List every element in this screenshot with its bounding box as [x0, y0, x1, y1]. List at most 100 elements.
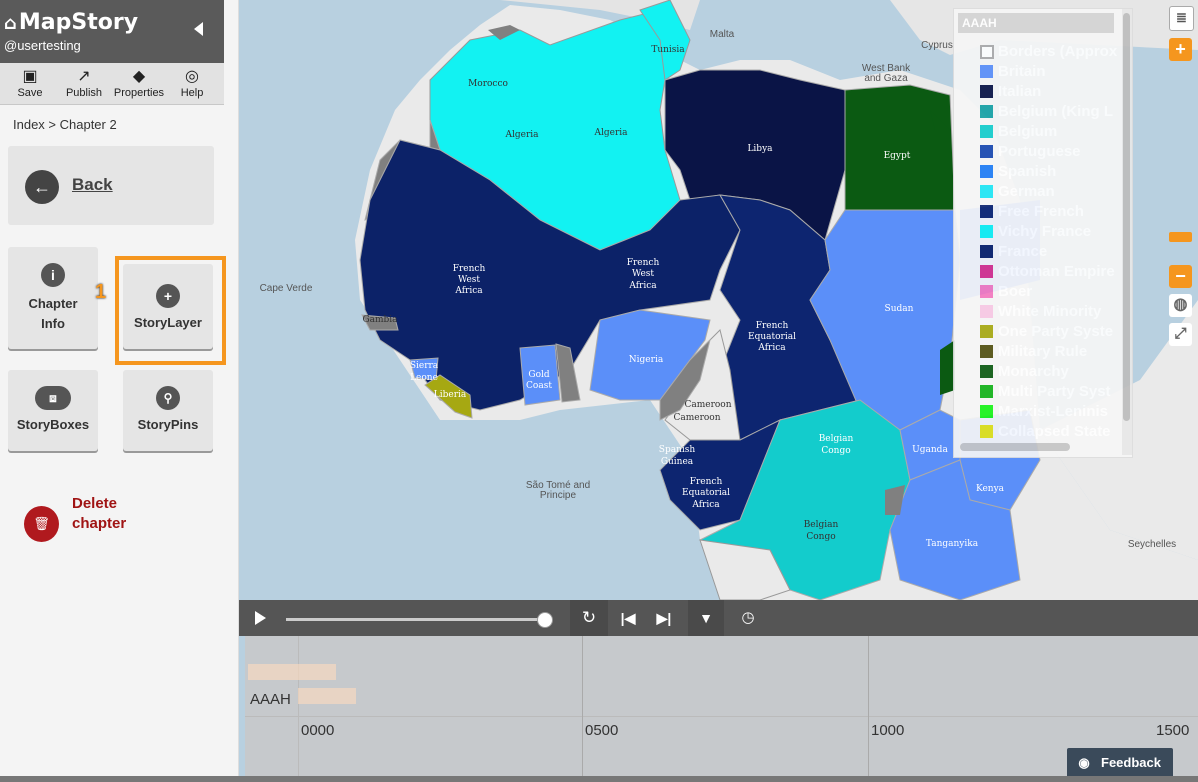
- map-label-cyprus: Cyprus: [921, 40, 953, 51]
- timeline-bar[interactable]: [248, 664, 336, 680]
- zoom-out-button[interactable]: −: [1169, 265, 1192, 288]
- map-label-fwa-2: French: [627, 258, 660, 268]
- legend-item[interactable]: Boer: [998, 283, 1033, 300]
- map-label-coast: Coast: [526, 381, 552, 391]
- legend-horizontal-scrollbar[interactable]: [960, 443, 1070, 451]
- map-label-algeria-2: Algeria: [593, 128, 628, 138]
- map-label-fea-1c: Africa: [757, 343, 786, 353]
- step-back-icon[interactable]: |◀: [620, 610, 636, 626]
- fullscreen-icon[interactable]: ⤢: [1169, 323, 1192, 346]
- collapse-sidebar-icon[interactable]: [194, 22, 203, 36]
- step-forward-icon[interactable]: ▶|: [656, 610, 672, 626]
- legend-item[interactable]: Italian: [998, 83, 1042, 100]
- map-label-fwa-1b: West: [458, 275, 480, 285]
- storylayer-button[interactable]: + StoryLayer: [123, 264, 213, 349]
- playback-controls: ↻ |◀ ▶| ▼ ◷: [239, 600, 1198, 636]
- map-label-cape-verde: Cape Verde: [260, 283, 313, 294]
- play-icon[interactable]: [255, 611, 266, 625]
- map-label-sierra: Sierra: [410, 361, 439, 371]
- map-label-liberia: Liberia: [434, 390, 467, 400]
- storypins-button[interactable]: ⚲ StoryPins: [123, 370, 213, 451]
- username[interactable]: @usertesting: [4, 38, 81, 53]
- legend-scrollbar-thumb[interactable]: [1123, 13, 1130, 421]
- legend-item[interactable]: Monarchy: [998, 363, 1069, 380]
- map-label-belgian-congo-2a: Belgian: [804, 520, 839, 530]
- storypins-label: StoryPins: [137, 417, 199, 432]
- legend-item[interactable]: Ottoman Empire: [998, 263, 1115, 280]
- legend-item[interactable]: Belgium: [998, 123, 1058, 140]
- map-label-seychelles: Seychelles: [1128, 539, 1176, 550]
- legend-item[interactable]: Spanish: [998, 163, 1057, 180]
- zoom-in-button[interactable]: +: [1169, 38, 1192, 61]
- map-label-fea-2c: Africa: [691, 500, 720, 510]
- legend-swatch: [980, 165, 993, 178]
- sidebar: ⌂MapStory @usertesting ▣ Save ↗ Publish …: [0, 0, 239, 782]
- legend-item[interactable]: Belgium (King L: [998, 103, 1113, 120]
- legend-panel[interactable]: AAAH Borders (Approx Britain Italian Belgiu…: [953, 8, 1133, 458]
- globe-icon[interactable]: ◍: [1169, 294, 1192, 317]
- timeline-layer-label: AAAH: [250, 691, 291, 708]
- save-icon: ▣: [22, 68, 38, 85]
- app-header: ⌂MapStory @usertesting: [0, 0, 224, 63]
- legend-item[interactable]: Britain: [998, 63, 1046, 80]
- back-button[interactable]: ← Back: [8, 146, 214, 225]
- legend-item[interactable]: Borders (Approx: [998, 43, 1118, 60]
- map-label-morocco: Morocco: [468, 79, 508, 89]
- breadcrumb[interactable]: Index > Chapter 2: [13, 117, 117, 132]
- map-label-kenya: Kenya: [976, 484, 1005, 494]
- legend-item[interactable]: German: [998, 183, 1055, 200]
- timeline-tick: 0000: [301, 722, 335, 739]
- publish-button[interactable]: ↗ Publish: [62, 67, 106, 99]
- plus-icon: +: [156, 284, 180, 308]
- legend-swatch: [980, 425, 993, 438]
- help-button[interactable]: ◎ Help: [172, 67, 212, 99]
- map-label-west-bank: West Bank: [862, 63, 911, 74]
- legend-item[interactable]: Collapsed State: [998, 423, 1111, 440]
- legend-item[interactable]: Military Rule: [998, 343, 1088, 360]
- help-icon: ◎: [185, 68, 199, 85]
- zoom-slider-handle[interactable]: [1169, 232, 1192, 242]
- tutorial-step-number: 1: [95, 281, 107, 303]
- legend-swatch: [980, 65, 993, 78]
- legend-swatch: [980, 385, 993, 398]
- legend-item[interactable]: One Party Syste: [998, 323, 1114, 340]
- map-label-belgian-congo-2b: Congo: [806, 532, 835, 542]
- timeline-tick: 1500: [1156, 722, 1190, 739]
- map-label-gaza: and Gaza: [864, 73, 908, 84]
- clock-icon[interactable]: ◷: [741, 609, 755, 626]
- trash-icon[interactable]: 🗑: [24, 506, 59, 542]
- properties-button[interactable]: ◆ Properties: [110, 67, 168, 99]
- map-label-fwa-1: French: [453, 264, 486, 274]
- map-label-leone: Leone: [410, 373, 438, 383]
- legend-item[interactable]: White Minority: [998, 303, 1102, 320]
- storyboxes-label: StoryBoxes: [16, 417, 90, 432]
- refresh-icon[interactable]: ↻: [570, 600, 608, 636]
- save-button[interactable]: ▣ Save: [10, 67, 50, 99]
- legend-item[interactable]: Free French: [998, 203, 1084, 220]
- info-icon: i: [41, 263, 65, 287]
- map-label-belgian-congo-1a: Belgian: [819, 434, 854, 444]
- storyboxes-button[interactable]: ⧈ StoryBoxes: [8, 370, 98, 451]
- feedback-button[interactable]: ◉ Feedback: [1067, 748, 1173, 778]
- chapter-info-label: Chapter Info: [28, 296, 78, 331]
- timeline-panel[interactable]: AAAH 0000 0500 1000 1500: [245, 636, 1198, 776]
- time-slider-handle[interactable]: [537, 612, 553, 628]
- layers-list-icon[interactable]: ≣: [1169, 6, 1194, 31]
- legend-item[interactable]: France: [998, 243, 1048, 260]
- time-slider-track[interactable]: [286, 618, 544, 621]
- app-title[interactable]: ⌂MapStory: [4, 10, 138, 35]
- delete-chapter-button[interactable]: Delete chapter: [72, 495, 127, 532]
- timeline-bar[interactable]: [298, 688, 356, 704]
- legend-item[interactable]: Vichy France: [998, 223, 1092, 240]
- map-label-belgian-congo-1b: Congo: [821, 446, 850, 456]
- legend-item[interactable]: Multi Party Syst: [998, 383, 1111, 400]
- chapter-info-button[interactable]: i Chapter Info: [8, 247, 98, 349]
- properties-label: Properties: [113, 87, 165, 99]
- map-label-cameroon-1: Cameroon: [684, 400, 731, 410]
- filter-icon[interactable]: ▼: [688, 600, 724, 636]
- legend-item[interactable]: Portuguese: [998, 143, 1081, 160]
- legend-swatch: [980, 325, 993, 338]
- map-label-fwa-2b: West: [632, 269, 654, 279]
- legend-item[interactable]: Marxist-Leninis: [998, 403, 1109, 420]
- zoom-slider-track[interactable]: [1169, 66, 1192, 262]
